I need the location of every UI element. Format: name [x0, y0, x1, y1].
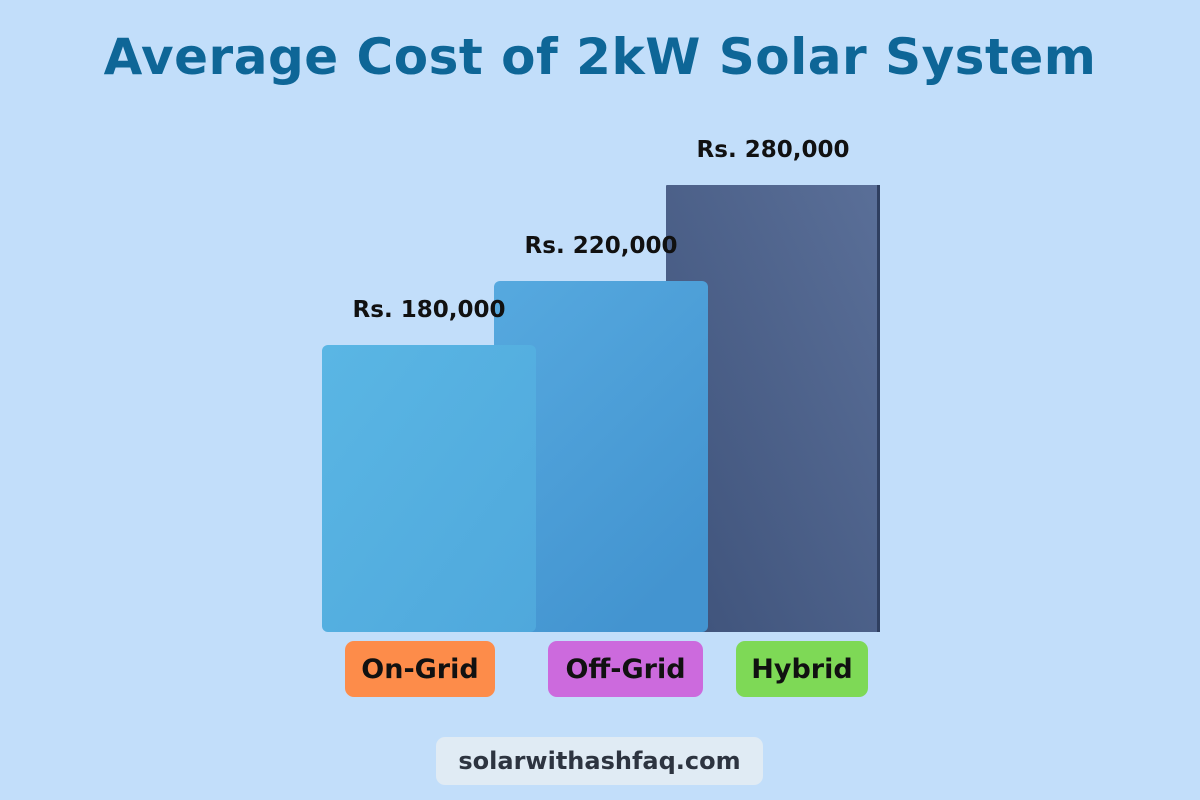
bar-hybrid	[666, 185, 880, 632]
bar-off-grid	[494, 281, 708, 632]
chart-title: Average Cost of 2kW Solar System	[103, 28, 1097, 86]
website-badge: solarwithashfaq.com	[436, 737, 763, 785]
bar-hybrid-edge	[877, 185, 880, 632]
data-label-hybrid: Rs. 280,000	[697, 137, 850, 163]
data-label-on-grid: Rs. 180,000	[353, 297, 506, 323]
bar-on-grid	[322, 345, 536, 632]
category-label-hybrid: Hybrid	[736, 641, 868, 697]
category-label-off-grid: Off-Grid	[548, 641, 703, 697]
category-label-on-grid: On-Grid	[345, 641, 495, 697]
data-label-off-grid: Rs. 220,000	[525, 233, 678, 259]
